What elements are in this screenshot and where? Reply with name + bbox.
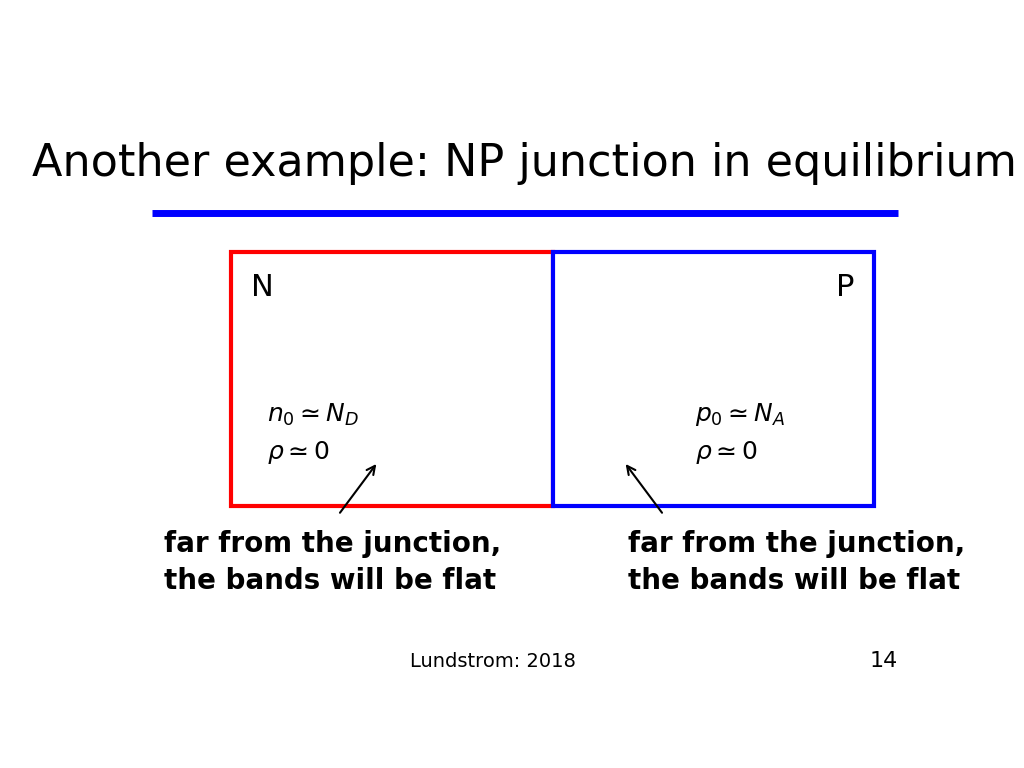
Text: far from the junction,
the bands will be flat: far from the junction, the bands will be… — [628, 530, 966, 594]
Text: far from the junction,
the bands will be flat: far from the junction, the bands will be… — [164, 530, 501, 594]
Bar — [553, 252, 873, 506]
Text: Lundstrom: 2018: Lundstrom: 2018 — [411, 651, 575, 670]
Text: $\rho \simeq 0$: $\rho \simeq 0$ — [267, 439, 330, 466]
Text: $\rho \simeq 0$: $\rho \simeq 0$ — [695, 439, 758, 466]
Text: P: P — [836, 273, 854, 302]
Text: N: N — [251, 273, 273, 302]
Text: $p_0 \simeq N_A$: $p_0 \simeq N_A$ — [695, 401, 785, 428]
Text: $n_0 \simeq N_D$: $n_0 \simeq N_D$ — [267, 402, 358, 428]
Bar — [231, 252, 553, 506]
Text: 14: 14 — [869, 651, 898, 671]
Text: Another example: NP junction in equilibrium: Another example: NP junction in equilibr… — [33, 141, 1017, 184]
